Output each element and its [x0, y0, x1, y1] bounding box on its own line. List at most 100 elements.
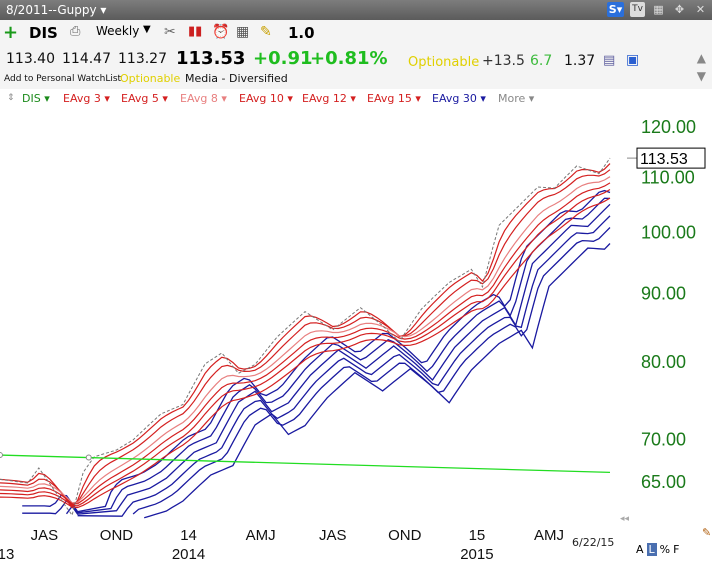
legend-eavg-12[interactable]: EAvg 12 ▾	[302, 92, 356, 105]
print-icon[interactable]: ⎙	[70, 24, 81, 39]
chevron-down-icon[interactable]: ▼	[143, 24, 151, 35]
price-change: +0.91	[253, 48, 313, 69]
current-date: 6/22/15	[572, 536, 615, 549]
legend-label: EAvg 15	[367, 92, 412, 105]
legend-label: More	[498, 92, 526, 105]
price-change-pct: +0.81%	[310, 48, 388, 69]
control-f[interactable]: F	[673, 543, 680, 556]
industry-label: Media - Diversified	[185, 72, 288, 85]
legend-label: EAvg 3	[63, 92, 101, 105]
x-tick-label-4: AMJ	[246, 527, 276, 544]
chart-controls: A L % F	[636, 543, 679, 556]
stat-3: 1.37	[564, 53, 596, 69]
eavg-red-line-15[interactable]	[0, 197, 611, 509]
y-tick-label-3: 100.00	[641, 223, 696, 243]
toolbar-value: 1.0	[288, 24, 315, 42]
symbol-input[interactable]: DIS	[29, 24, 58, 42]
legend-label: EAvg 10	[239, 92, 284, 105]
y-tick-label-6: 70.00	[641, 429, 686, 449]
y-tick-label-1: 120.00	[641, 117, 696, 137]
eavg-red-line-12[interactable]	[0, 188, 611, 507]
tools-icon[interactable]: ✂	[164, 24, 176, 40]
legend-eavg-8[interactable]: EAvg 8 ▾	[180, 92, 227, 105]
legend-more[interactable]: More ▾	[498, 92, 535, 105]
legend-eavg-3[interactable]: EAvg 3 ▾	[63, 92, 110, 105]
legend-eavg-15[interactable]: EAvg 15 ▾	[367, 92, 421, 105]
draw-tool-icon[interactable]: ✎	[702, 526, 712, 539]
x-tick-label-7: 15	[469, 527, 486, 544]
eavg-red-line-10[interactable]	[0, 182, 611, 505]
close-icon[interactable]: ✕	[695, 3, 706, 16]
add-icon[interactable]: +	[3, 22, 19, 43]
optionable-label: Optionable	[408, 55, 480, 70]
trendline-point-1[interactable]	[0, 452, 3, 459]
legend-eavg-10[interactable]: EAvg 10 ▾	[239, 92, 293, 105]
year-label-2: 2014	[172, 546, 205, 563]
alarm-clock-icon[interactable]: ⏰	[212, 24, 230, 40]
y-tick-label-4: 90.00	[641, 284, 686, 304]
legend-label: EAvg 5	[121, 92, 159, 105]
move-icon[interactable]: ✥	[674, 3, 685, 16]
legend-eavg-30[interactable]: EAvg 30 ▾	[432, 92, 486, 105]
stat-2: 6.7	[530, 53, 553, 69]
control-l[interactable]: L	[646, 543, 657, 556]
layout-icon[interactable]: ▦	[653, 3, 664, 16]
note-icon[interactable]: ✎	[260, 24, 272, 40]
last-price: 113.53	[176, 48, 246, 69]
y-tick-label-5: 80.00	[641, 352, 686, 372]
trendline-point-2[interactable]	[85, 454, 92, 461]
legend-label: EAvg 30	[432, 92, 477, 105]
database-icon[interactable]: ▤	[603, 53, 616, 68]
legend-eavg-5[interactable]: EAvg 5 ▾	[121, 92, 168, 105]
add-to-watchlist-link[interactable]: Add to Personal WatchList	[4, 74, 122, 84]
control-a[interactable]: A	[636, 543, 644, 556]
x-tick-label-3: 14	[180, 527, 197, 544]
legend-dis[interactable]: DIS ▾	[22, 92, 50, 105]
scroll-down-icon[interactable]: ▼	[696, 69, 706, 83]
high-price: 114.47	[62, 51, 111, 67]
eavg-blue-line-5[interactable]	[132, 227, 611, 515]
legend-label: DIS	[22, 92, 41, 105]
last-price-label: 113.53	[640, 151, 688, 168]
s-menu-icon[interactable]: S▾	[607, 2, 624, 17]
x-tick-label-5: JAS	[319, 527, 347, 544]
eavg-red-line-5[interactable]	[0, 169, 611, 506]
x-tick-label-6: OND	[388, 527, 422, 544]
last-price-box	[636, 147, 706, 169]
legend-label: EAvg 12	[302, 92, 347, 105]
optionable-label-2: Optionable	[120, 72, 181, 85]
x-tick-label-1: JAS	[31, 527, 59, 544]
legend-label: EAvg 8	[180, 92, 218, 105]
y-tick-label-2: 110.00	[641, 167, 695, 187]
chart-toolbar: + DIS ⎙ Weekly ▼ ✂ ▮▮ ⏰ ▦ ✎ 1.0	[0, 20, 712, 45]
title-bar-icons: S▾ Tv ▦ ✥ ✕	[607, 2, 708, 17]
trendline[interactable]	[0, 454, 611, 474]
x-tick-label-2: OND	[100, 527, 134, 544]
year-label-3: 2015	[460, 546, 493, 563]
period-select[interactable]: Weekly	[96, 24, 140, 38]
window-title-bar: 8/2011--Guppy ▾ S▾ Tv ▦ ✥ ✕	[0, 0, 712, 20]
price-line[interactable]	[0, 157, 611, 517]
eavg-blue-line-2[interactable]	[22, 197, 611, 515]
stat-1: +13.5	[482, 53, 525, 69]
bar-chart-icon[interactable]: ▮▮	[188, 24, 203, 39]
eavg-blue-line-6[interactable]	[144, 243, 611, 519]
window-title[interactable]: 8/2011--Guppy ▾	[6, 3, 107, 17]
expand-icon[interactable]: ⇕	[7, 93, 15, 103]
eavg-red-line-3[interactable]	[0, 163, 611, 509]
y-tick-label-7: 65.00	[641, 472, 686, 492]
eavg-blue-line-4[interactable]	[77, 215, 611, 517]
eavg-red-line-8[interactable]	[0, 176, 611, 504]
control-percent[interactable]: %	[659, 543, 671, 556]
open-price: 113.40	[6, 51, 55, 67]
indicator-legend: ⇕ DIS ▾ EAvg 3 ▾ EAvg 5 ▾ EAvg 8 ▾ EAvg …	[0, 89, 712, 107]
low-price: 113.27	[118, 51, 167, 67]
scroll-arrows-icon[interactable]: ◂◂	[620, 514, 630, 524]
save-icon[interactable]: ▣	[626, 52, 640, 68]
year-label-1: 13	[0, 546, 14, 563]
x-tick-label-8: AMJ	[534, 527, 564, 544]
grid-icon[interactable]: ▦	[236, 24, 250, 40]
tv-icon[interactable]: Tv	[630, 2, 645, 17]
scroll-up-icon[interactable]: ▲	[696, 51, 706, 65]
